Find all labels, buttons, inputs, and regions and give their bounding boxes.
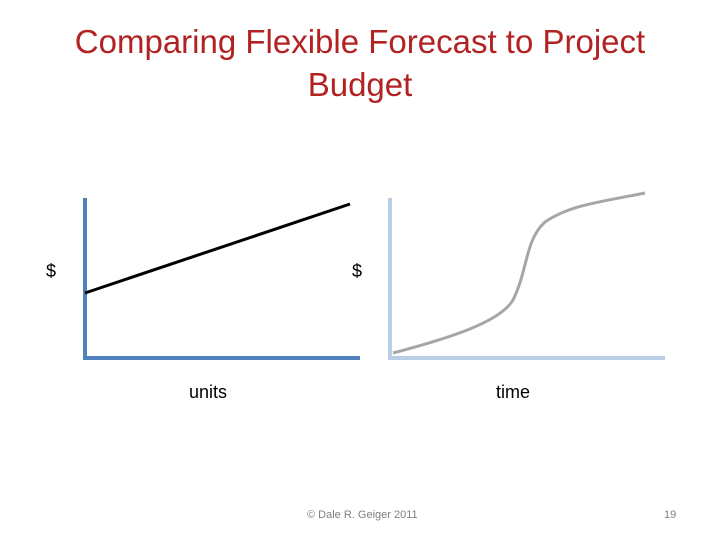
project-budget-s-curve: [392, 191, 646, 355]
page-number: 19: [664, 509, 677, 521]
left-x-axis-label: units: [189, 382, 228, 402]
slide-title: Comparing Flexible Forecast to Project B…: [20, 20, 700, 106]
title-line-1: Comparing Flexible Forecast to Project: [74, 23, 646, 60]
right-x-axis-label: time: [496, 382, 531, 402]
flexible-forecast-graph: [83, 198, 360, 360]
project-budget-graph: [388, 191, 665, 360]
left-y-axis-label: $: [46, 261, 57, 281]
right-y-axis-label: $: [352, 261, 363, 281]
flexible-forecast-line: [84, 202, 351, 295]
title-line-2: Budget: [307, 66, 413, 103]
copyright-footer: © Dale R. Geiger 2011: [307, 509, 418, 521]
